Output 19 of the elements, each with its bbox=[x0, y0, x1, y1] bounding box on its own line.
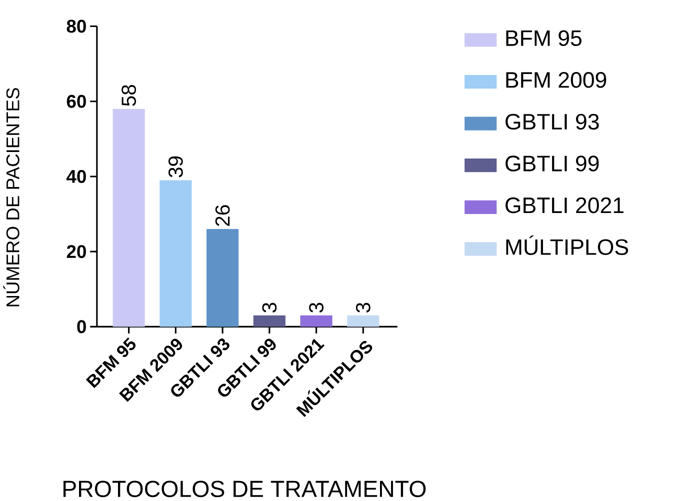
legend-label: GBTLI 93 bbox=[506, 114, 599, 130]
data-label: 3 bbox=[356, 302, 370, 313]
y-tick-label: 60 bbox=[66, 94, 86, 108]
legend-label: MÚLTIPLOS bbox=[506, 236, 628, 256]
x-axis-title: PROTOCOLOS DE TRATAMENTO bbox=[64, 480, 426, 498]
legend-label: BFM 95 bbox=[506, 30, 582, 46]
data-label: 3 bbox=[309, 302, 324, 313]
legend-label: BFM 2009 bbox=[506, 72, 606, 88]
y-axis-title: NÚMERO DE PACIENTES bbox=[3, 88, 20, 306]
y-tick-label: 40 bbox=[66, 170, 86, 184]
y-tick-label: 0 bbox=[77, 320, 86, 334]
legend-label: GBTLI 2021 bbox=[506, 198, 624, 214]
data-label: 3 bbox=[262, 302, 277, 313]
y-tick-label: 80 bbox=[66, 20, 86, 33]
y-tick-label: 20 bbox=[66, 245, 86, 258]
data-label: 39 bbox=[168, 156, 183, 178]
data-label: 58 bbox=[122, 85, 136, 106]
legend-label: GBTLI 99 bbox=[506, 156, 599, 172]
data-label: 26 bbox=[215, 205, 230, 226]
